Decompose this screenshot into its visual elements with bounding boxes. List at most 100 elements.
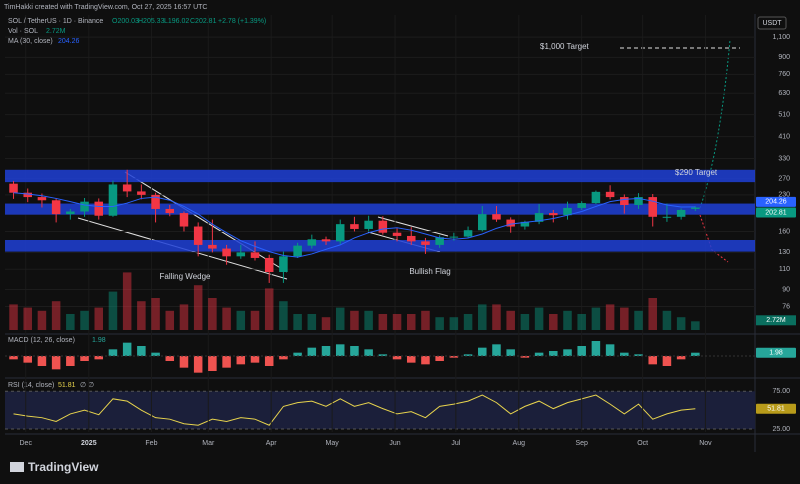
- bar: [9, 304, 18, 330]
- candle-body: [648, 197, 657, 217]
- bar: [662, 310, 672, 330]
- bar: [108, 291, 118, 330]
- currency: USDT: [762, 20, 782, 27]
- price-tag: 204.26: [765, 199, 787, 206]
- bar: [534, 307, 544, 330]
- bar: [364, 310, 373, 330]
- bar: [620, 307, 629, 330]
- candle-body: [165, 208, 175, 214]
- legend-value: 51.81: [58, 382, 76, 389]
- bar: [222, 356, 231, 368]
- candle-body: [676, 209, 686, 217]
- bar: [293, 314, 302, 330]
- x-tick-label: Apr: [266, 440, 278, 447]
- zone: [5, 203, 755, 215]
- y-tick-label: 900: [778, 54, 790, 61]
- price-tag-bg: [756, 315, 796, 326]
- bar: [492, 344, 501, 356]
- y-tick-label: 330: [778, 155, 790, 162]
- bar: [165, 310, 175, 330]
- bar: [449, 317, 459, 330]
- wedge-line: [124, 171, 288, 273]
- candle-body: [364, 220, 373, 229]
- legend-name: MACD (12, 26, close): [8, 337, 75, 344]
- bar: [37, 310, 47, 330]
- candle-body: [435, 237, 444, 245]
- annotation: Falling Wedge: [160, 272, 212, 281]
- candle-body: [534, 213, 544, 222]
- bar: [591, 307, 601, 330]
- bar: [37, 356, 47, 366]
- x-tick-label: 2025: [81, 440, 97, 447]
- candle-body: [51, 200, 61, 215]
- zone: [5, 169, 755, 183]
- bar: [179, 304, 189, 330]
- price-tag-bg: [756, 207, 796, 218]
- bar: [151, 298, 160, 330]
- candle-body: [520, 221, 530, 227]
- candle-body: [208, 244, 217, 249]
- bar: [236, 310, 246, 330]
- bar: [478, 347, 487, 356]
- bar: [620, 352, 629, 356]
- bar: [691, 321, 700, 330]
- candle-body: [478, 214, 487, 231]
- bar: [279, 356, 288, 360]
- annotation: $290 Target: [675, 168, 718, 177]
- bar: [179, 356, 189, 368]
- annotation: Bullish Flag: [409, 267, 450, 276]
- legend-name: MA (30, close): [8, 38, 53, 45]
- bar: [421, 356, 430, 365]
- bar: [364, 349, 373, 356]
- bar: [208, 298, 217, 330]
- price-tag: 51.81: [767, 406, 785, 413]
- price-tag-bg: [756, 196, 796, 207]
- candle-body: [563, 207, 572, 216]
- bar: [350, 346, 359, 356]
- legend-value: 204.26: [58, 38, 80, 45]
- candle-body: [94, 201, 104, 216]
- logo: [10, 462, 24, 472]
- bar: [605, 304, 615, 330]
- y-tick-label: 90: [782, 286, 790, 293]
- bar: [648, 356, 657, 365]
- candle-body: [492, 214, 501, 220]
- bar: [463, 314, 473, 330]
- bar: [321, 346, 331, 356]
- candle-body: [392, 232, 402, 236]
- candle-body: [179, 213, 189, 227]
- bar: [23, 356, 32, 363]
- bar: [80, 356, 89, 361]
- candle-body: [250, 252, 260, 258]
- candle-body: [591, 191, 601, 204]
- bar: [165, 356, 175, 361]
- bar: [94, 307, 104, 330]
- bar: [563, 349, 572, 356]
- bar: [691, 352, 700, 356]
- bar: [605, 344, 615, 356]
- candle-body: [279, 256, 288, 272]
- candle-body: [80, 201, 89, 212]
- legend-ohlc: +2.78 (+1.39%): [218, 18, 266, 25]
- annotation: $1,000 Target: [540, 42, 590, 51]
- bar: [137, 346, 146, 356]
- bar: [250, 356, 260, 363]
- candle-body: [222, 248, 231, 257]
- legend-name: Vol · SOL: [8, 28, 38, 35]
- candle-body: [293, 245, 302, 257]
- candle-body: [37, 197, 47, 201]
- bar: [421, 310, 430, 330]
- legend-suffix: ∅ ∅: [80, 382, 94, 389]
- bar: [264, 288, 274, 330]
- bar: [66, 314, 75, 330]
- candle-body: [137, 191, 146, 195]
- price-tag-bg: [756, 403, 796, 414]
- candle-body: [350, 224, 359, 229]
- x-tick-label: Oct: [637, 440, 648, 447]
- bar: [549, 314, 558, 330]
- bar: [577, 346, 586, 356]
- bar: [122, 272, 132, 330]
- candle-body: [108, 184, 118, 216]
- candle-body: [634, 197, 643, 205]
